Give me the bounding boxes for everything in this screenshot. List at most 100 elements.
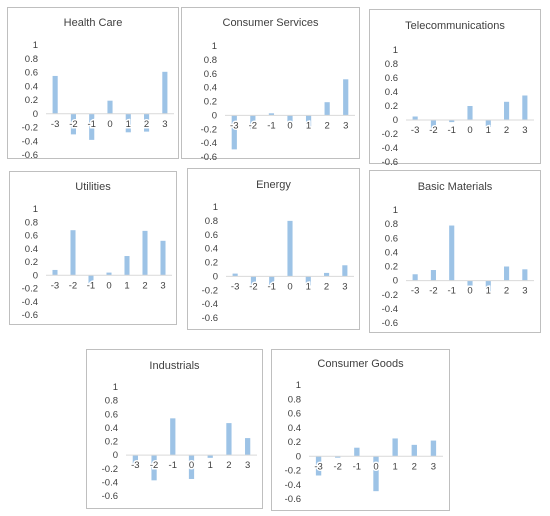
chart-panel-consumer-services: Consumer Services 1 0.8 0.6 0.4 0.2 0 -0.2 -0.4…: [181, 7, 360, 163]
bar-chart: 1 0.8 0.6 0.4 0.2 0 -0.2 -0.4 -0.6 -3 -2 -1 0 1 2 3: [102, 382, 257, 502]
x-tick-label: 3: [342, 281, 347, 292]
y-tick-label: -0.2: [285, 466, 301, 477]
x-tick-label: 3: [522, 125, 527, 136]
x-tick-label: 3: [343, 120, 348, 131]
y-tick-label: 0: [33, 270, 38, 281]
x-tick-label: -1: [87, 119, 95, 130]
chart-title: Health Care: [63, 17, 123, 29]
y-tick-label: 1: [33, 204, 38, 215]
y-tick-label: -0.6: [285, 494, 301, 505]
x-tick-label: -1: [447, 125, 455, 136]
bar: [342, 265, 348, 277]
y-tick-label: 0.6: [385, 73, 398, 84]
y-tick-label: 1: [213, 202, 218, 213]
y-tick-label: -0.4: [201, 138, 217, 149]
y-tick-label: 0.8: [205, 216, 218, 227]
x-tick-label: -3: [411, 286, 419, 297]
y-tick-label: -0.4: [382, 304, 398, 315]
y-tick-label: 0: [296, 451, 301, 462]
x-tick-label: 1: [306, 120, 311, 131]
y-tick-label: -0.4: [202, 299, 218, 310]
y-tick-label: 0.4: [204, 83, 217, 94]
x-tick-label: -1: [353, 461, 361, 472]
y-tick-label: -0.4: [382, 143, 398, 154]
bar: [430, 270, 436, 281]
x-tick-label: -2: [69, 119, 77, 130]
y-tick-label: 0.8: [385, 59, 398, 70]
bar: [411, 444, 417, 457]
x-tick-label: -1: [267, 120, 275, 131]
bar: [449, 120, 455, 123]
bar: [250, 276, 256, 290]
bar: [522, 95, 528, 120]
bar: [124, 256, 130, 276]
y-tick-label: -0.2: [22, 123, 38, 134]
bar: [324, 102, 330, 116]
bar: [449, 225, 455, 281]
x-tick-label: -1: [87, 280, 95, 291]
bar: [485, 280, 491, 292]
x-tick-label: 1: [126, 119, 131, 130]
chart-panel-telecommunications: Telecommunications 1 0.8 0.6 0.4 0.2 0 -0.2 -0.…: [369, 9, 541, 168]
y-tick-label: 0.8: [25, 217, 38, 228]
x-tick-label: 1: [486, 286, 491, 297]
bar: [467, 106, 473, 120]
x-tick-label: -2: [429, 125, 437, 136]
y-tick-label: 0.2: [205, 258, 218, 269]
y-tick-label: -0.2: [102, 464, 118, 475]
bar: [107, 100, 113, 114]
bar: [226, 423, 232, 456]
x-tick-label: -1: [169, 460, 177, 471]
y-tick-label: 0.2: [288, 437, 301, 448]
y-tick-label: 0.2: [25, 95, 38, 106]
bar: [89, 113, 95, 140]
y-tick-label: 0.8: [105, 396, 118, 407]
y-tick-label: -0.2: [382, 129, 398, 140]
y-tick-label: 0.4: [25, 81, 38, 92]
y-tick-label: -0.2: [22, 284, 38, 295]
y-tick-label: 0.6: [288, 409, 301, 420]
bar-chart: 1 0.8 0.6 0.4 0.2 0 -0.2 -0.4 -0.6 -3 -2 -1 0 1 2 3: [22, 40, 174, 161]
y-tick-label: 0.6: [385, 233, 398, 244]
bar: [287, 220, 293, 277]
y-tick-label: -0.6: [382, 157, 398, 168]
bar: [106, 272, 112, 276]
x-tick-label: 1: [392, 461, 397, 472]
x-tick-label: 2: [226, 460, 231, 471]
y-tick-label: 0: [113, 450, 118, 461]
x-tick-label: -3: [231, 281, 239, 292]
bar: [160, 240, 166, 276]
bar: [324, 272, 330, 277]
x-tick-label: -2: [429, 286, 437, 297]
chart-title: Basic Materials: [417, 181, 493, 193]
x-tick-label: 0: [467, 286, 472, 297]
x-tick-label: 2: [504, 125, 509, 136]
bar: [125, 113, 131, 133]
bar: [504, 101, 510, 120]
x-tick-label: 1: [306, 281, 311, 292]
x-tick-label: -1: [447, 286, 455, 297]
y-tick-label: 1: [113, 382, 118, 393]
bar: [305, 115, 312, 128]
y-tick-label: -0.6: [202, 313, 218, 324]
chart-title: Telecommunications: [405, 20, 505, 32]
y-tick-label: 0.8: [385, 219, 398, 230]
y-tick-label: 0.6: [105, 409, 118, 420]
x-tick-label: 2: [504, 286, 509, 297]
bar: [88, 275, 94, 284]
x-tick-label: -3: [411, 125, 419, 136]
y-tick-label: -0.4: [285, 480, 301, 491]
chart-title: Utilities: [75, 181, 111, 193]
bar: [343, 79, 349, 116]
x-tick-label: -2: [249, 120, 257, 131]
x-tick-label: 0: [189, 460, 194, 471]
chart-panel-utilities: Utilities 1 0.8 0.6 0.4 0.2 0 -0.2 -0.4 -0.6 -3 -2…: [9, 171, 177, 325]
x-tick-label: 0: [467, 125, 472, 136]
chart-panel-energy: Energy 1 0.8 0.6 0.4 0.2 0 -0.2 -0.4 -0.6 -3 -2 -1 0…: [187, 168, 360, 330]
y-tick-label: 0: [393, 276, 398, 287]
y-tick-label: 0: [393, 115, 398, 126]
x-tick-label: -3: [51, 280, 59, 291]
x-tick-label: 0: [107, 119, 112, 130]
x-tick-label: 1: [124, 280, 129, 291]
x-tick-label: 2: [324, 281, 329, 292]
